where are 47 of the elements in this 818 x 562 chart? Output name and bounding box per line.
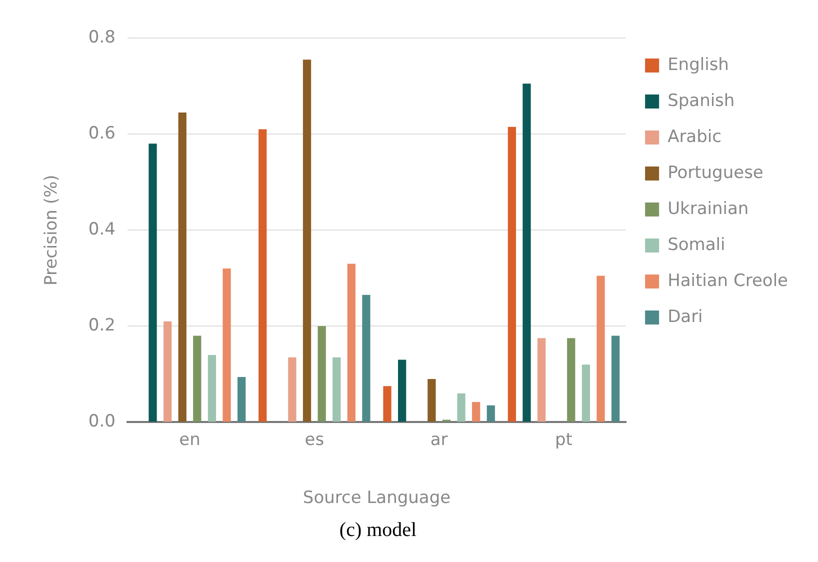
bar [457,393,466,422]
text: (c) model [338,519,418,542]
bar [398,360,406,422]
bar [288,357,296,422]
x-tick-label: pt [555,430,573,450]
bar [208,354,216,422]
bar [148,144,157,422]
y-tick-label: 0.4 [88,220,116,240]
bar [582,364,590,422]
legend-label: English [668,54,729,75]
legend-label: Spanish [668,90,735,111]
legend-label: Arabic [668,126,722,147]
bar [486,405,495,422]
legend-label: Haitian Creole [668,270,788,291]
y-axis-title: Precision (%) [42,174,62,286]
legend-label: Portuguese [668,162,764,183]
bar [428,378,436,422]
bar [522,84,531,422]
legend-label: Ukrainian [668,198,749,219]
bar [596,276,605,422]
x-tick-label: en [179,430,200,450]
x-axis-title: Source Language [302,488,451,508]
bar [567,338,576,422]
bar [318,326,326,422]
bar [238,377,246,422]
bar [611,336,620,422]
x-tick-label: es [304,430,324,450]
bar [537,338,546,422]
y-tick-label: 0.0 [88,412,116,432]
bar [258,129,267,422]
bar [302,60,312,422]
bar [347,264,356,422]
legend-label: Dari [668,306,703,327]
y-tick-label: 0.6 [88,123,116,144]
legend-label: Somali [668,234,726,255]
bar [332,357,341,422]
bar [163,321,172,422]
x-tick-label: ar [430,430,448,450]
bar [222,268,231,422]
bar [193,336,202,422]
bar [472,402,480,422]
bar [178,112,186,422]
y-tick-label: 0.2 [88,316,116,336]
y-tick-label: 0.8 [88,27,116,48]
bar [362,294,370,422]
bar [508,126,516,422]
bar [383,386,392,422]
